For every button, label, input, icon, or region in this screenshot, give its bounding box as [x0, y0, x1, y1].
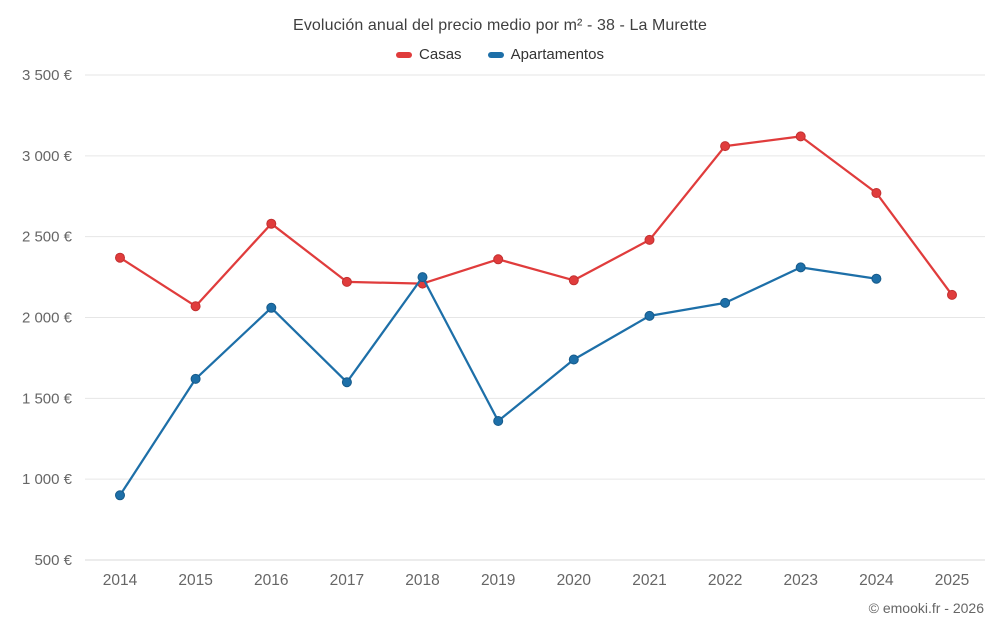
legend-item-casas[interactable]: Casas [396, 46, 462, 63]
y-axis-label-3000: 3 000 € [22, 148, 73, 165]
data-point-casas-2015[interactable] [190, 301, 201, 312]
legend-marker-apartamentos [487, 51, 504, 58]
x-axis-label-2020: 2020 [557, 572, 592, 589]
x-axis-label-2014: 2014 [103, 572, 138, 589]
data-point-casas-2020[interactable] [568, 275, 579, 286]
x-axis-label-2016: 2016 [254, 572, 288, 589]
y-axis-label-2000: 2 000 € [22, 310, 73, 327]
x-axis-label-2018: 2018 [405, 572, 439, 589]
data-point-casas-2023[interactable] [795, 131, 806, 142]
data-point-apartamentos-2018[interactable] [417, 272, 428, 283]
legend-label: Casas [419, 46, 462, 63]
series-line-casas [118, 135, 954, 308]
data-point-apartamentos-2023[interactable] [795, 262, 806, 273]
y-axis-label-3500: 3 500 € [22, 67, 73, 84]
data-point-apartamentos-2020[interactable] [568, 354, 579, 365]
x-axis-label-2015: 2015 [178, 572, 212, 589]
data-point-apartamentos-2016[interactable] [266, 302, 277, 313]
y-axis-label-1500: 1 500 € [22, 390, 73, 407]
data-point-casas-2022[interactable] [720, 141, 731, 152]
x-axis-label-2022: 2022 [708, 572, 742, 589]
y-axis-label-500: 500 € [34, 552, 72, 569]
data-point-apartamentos-2015[interactable] [190, 373, 201, 384]
y-axis-label-1000: 1 000 € [22, 471, 73, 488]
x-axis-label-2021: 2021 [632, 572, 666, 589]
x-axis-label-2019: 2019 [481, 572, 515, 589]
legend-item-apartamentos[interactable]: Apartamentos [487, 46, 604, 63]
x-axis-label-2017: 2017 [330, 572, 364, 589]
x-axis-label-2024: 2024 [859, 572, 894, 589]
data-point-apartamentos-2014[interactable] [115, 490, 125, 501]
data-point-casas-2019[interactable] [493, 254, 504, 265]
x-axis-label-2023: 2023 [783, 572, 817, 589]
copyright-text: © emooki.fr - 2026 [868, 600, 984, 616]
data-point-casas-2014[interactable] [115, 252, 125, 263]
data-point-casas-2017[interactable] [341, 276, 352, 287]
data-point-apartamentos-2022[interactable] [720, 297, 731, 308]
data-point-apartamentos-2021[interactable] [644, 310, 655, 321]
legend-label: Apartamentos [510, 46, 604, 63]
data-point-casas-2024[interactable] [871, 188, 882, 198]
x-axis-label-2025: 2025 [935, 572, 969, 589]
legend: Casas Apartamentos [0, 46, 1000, 63]
data-point-apartamentos-2019[interactable] [493, 416, 504, 426]
data-point-apartamentos-2024[interactable] [871, 273, 882, 284]
data-point-casas-2021[interactable] [644, 234, 655, 245]
legend-marker-casas [396, 51, 413, 58]
data-point-casas-2016[interactable] [266, 218, 277, 229]
chart-title: Evolución anual del precio medio por m² … [293, 17, 707, 34]
series-line-apartamentos [118, 266, 878, 497]
data-point-casas-2025[interactable] [947, 289, 957, 300]
data-point-apartamentos-2017[interactable] [341, 377, 352, 388]
y-axis-label-2500: 2 500 € [22, 229, 73, 246]
